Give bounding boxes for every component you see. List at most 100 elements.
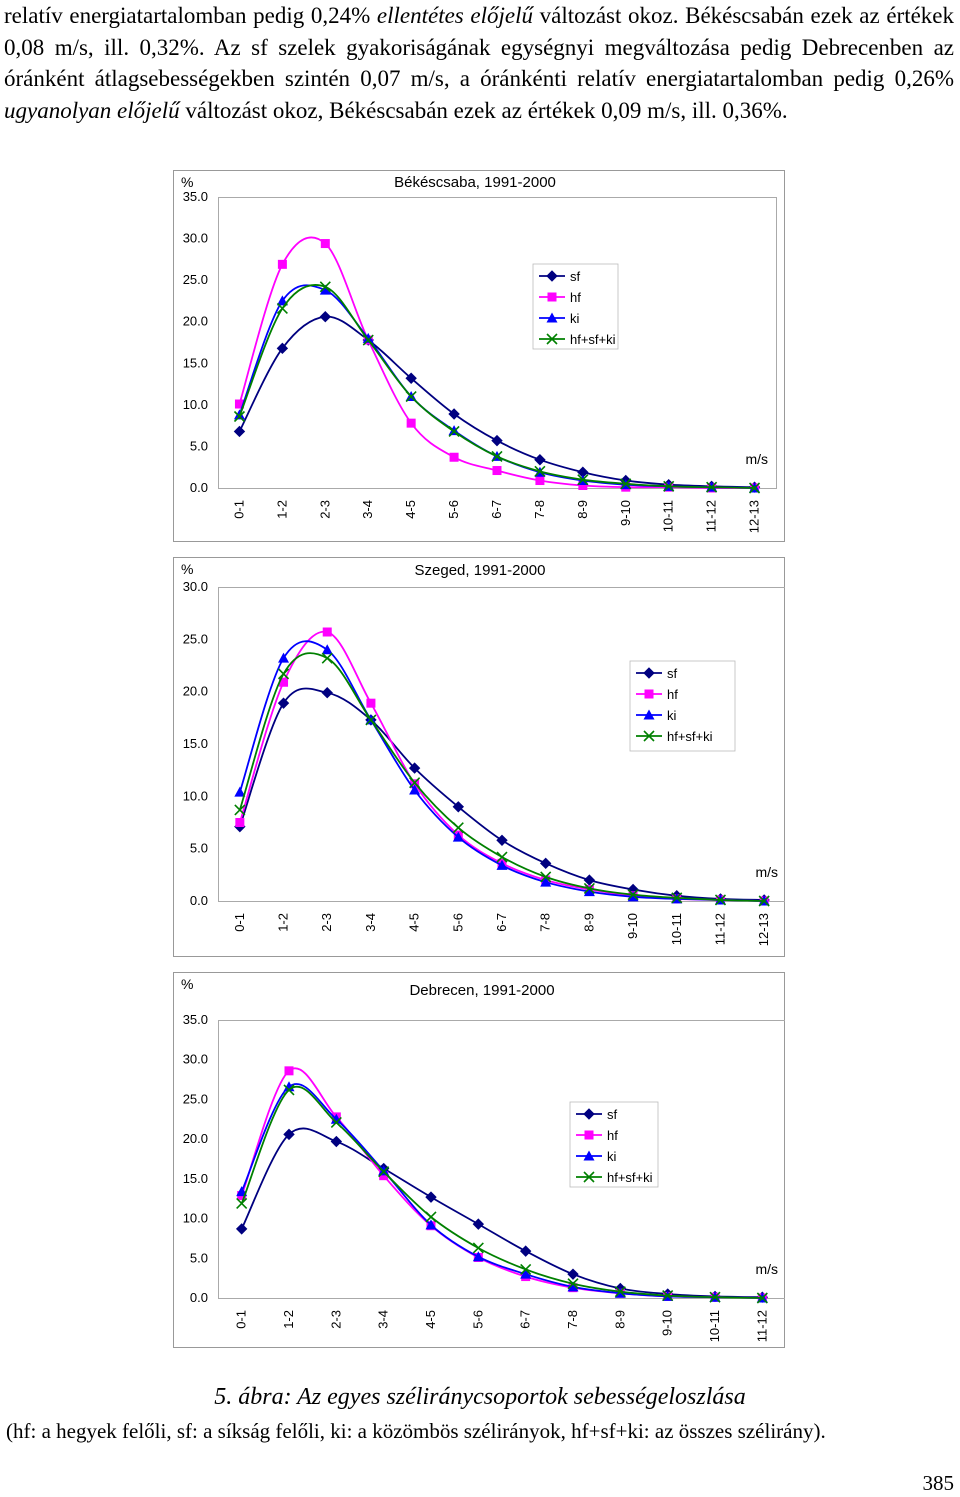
data-point — [452, 822, 464, 834]
data-point — [322, 627, 332, 637]
data-point — [330, 1116, 342, 1129]
x-tick-label: 4-5 — [403, 500, 418, 519]
data-point — [472, 1251, 484, 1262]
paragraph-text-3: változást okoz, Békéscsabán ezek az érté… — [185, 97, 788, 123]
data-point — [534, 465, 546, 477]
legend-label: hf — [667, 687, 678, 702]
figure-note: (hf: a hegyek felőli, sf: a síkság felől… — [6, 1419, 826, 1443]
x-tick-label: 1-2 — [276, 913, 291, 932]
data-point — [234, 786, 246, 797]
x-tick-label: 12-13 — [747, 500, 762, 533]
legend-label: sf — [570, 269, 581, 284]
y-tick-label: 0.0 — [190, 1290, 208, 1305]
y-tick-label: 30.0 — [183, 1052, 208, 1067]
y-axis-label: % — [181, 561, 193, 577]
data-point — [567, 1278, 579, 1290]
data-point — [362, 332, 374, 343]
x-axis-label: m/s — [755, 864, 778, 880]
legend-label: hf+sf+ki — [570, 332, 616, 347]
x-tick-label: 11-12 — [704, 500, 719, 532]
x-tick-label: 9-10 — [625, 913, 640, 939]
y-axis-label: % — [181, 976, 193, 992]
y-tick-label: 0.0 — [190, 480, 208, 495]
x-tick-label: 8-9 — [581, 913, 596, 932]
x-tick-label: 8-9 — [575, 500, 590, 519]
data-point — [425, 1211, 437, 1223]
data-point — [277, 668, 290, 680]
x-tick-label: 4-5 — [407, 913, 422, 932]
data-point — [709, 1291, 721, 1303]
legend-label: ki — [570, 311, 580, 326]
legend: sf hf ki hf+sf+ki — [629, 660, 736, 752]
data-point — [520, 1268, 532, 1279]
chart-title: Szeged, 1991-2000 — [415, 562, 546, 579]
x-tick-label: 2-3 — [328, 1310, 343, 1329]
x-tick-label: 6-7 — [494, 913, 509, 932]
x-tick-label: 5-6 — [470, 1310, 485, 1329]
x-tick-label: 3-4 — [363, 913, 378, 932]
data-point — [756, 1292, 768, 1304]
x-tick-label: 2-3 — [317, 500, 332, 519]
data-point — [748, 482, 761, 494]
y-tick-label: 25.0 — [183, 1091, 208, 1106]
x-axis-label: m/s — [745, 451, 768, 467]
x-tick-label: 10-11 — [661, 500, 676, 532]
data-point — [496, 859, 508, 870]
data-point — [321, 652, 333, 664]
legend-marker — [644, 689, 654, 699]
data-point — [583, 886, 595, 897]
paragraph-text-2: változást okoz. Békéscsabán ezek az érté… — [4, 3, 955, 91]
data-point — [279, 677, 289, 687]
data-point — [583, 882, 595, 895]
chart-title: Debrecen, 1991-2000 — [409, 982, 554, 999]
data-point — [283, 1128, 295, 1141]
x-tick-label: 6-7 — [489, 500, 504, 519]
data-point — [235, 1223, 248, 1235]
chart-debrecen: 0.0 5.0 10.0 15.0 20.0 25.0 30.0 35.0% Debrecen,… — [0, 972, 785, 1352]
x-tick-label: 10-11 — [707, 1310, 722, 1342]
data-point — [362, 334, 374, 346]
x-tick-label: 3-4 — [376, 1310, 391, 1329]
figure-caption: 5. ábra: Az egyes széliránycsoportok seb… — [214, 1384, 746, 1410]
page-number: 385 — [922, 1471, 955, 1495]
data-point — [283, 1084, 295, 1096]
x-tick-label: 7-8 — [532, 500, 547, 519]
legend-label: hf — [570, 290, 581, 305]
y-tick-label: 5.0 — [190, 841, 208, 856]
chart-frame — [173, 170, 785, 542]
data-point — [330, 1113, 342, 1124]
data-point — [320, 239, 330, 249]
legend-marker — [546, 312, 558, 323]
legend-label: ki — [667, 708, 677, 723]
x-tick-label: 2-3 — [319, 913, 334, 932]
data-point — [406, 418, 416, 428]
y-tick-label: 25.0 — [183, 272, 208, 287]
data-point — [706, 481, 718, 493]
data-point — [284, 1066, 294, 1076]
data-point — [534, 454, 546, 466]
x-tick-label: 4-5 — [423, 1310, 438, 1329]
paragraph-emphasis-1: ellentétes előjelű — [376, 3, 533, 28]
series-all — [233, 281, 761, 494]
data-point — [535, 476, 545, 486]
x-tick-label: 7-8 — [538, 913, 553, 932]
data-point — [540, 871, 552, 883]
x-tick-label: 9-10 — [660, 1310, 675, 1336]
data-point — [277, 697, 290, 709]
data-point — [277, 259, 287, 269]
legend-marker — [643, 730, 655, 742]
data-point — [234, 399, 244, 409]
legend-label: sf — [607, 1107, 618, 1122]
legend-label: hf+sf+ki — [607, 1170, 653, 1185]
plot-area — [218, 587, 785, 902]
x-tick-label: 11-12 — [712, 913, 727, 945]
chart-szeged: 0.0 5.0 10.0 15.0 20.0 25.0 30.0% Szeged, 1991-… — [0, 557, 785, 959]
y-tick-label: 10.0 — [183, 788, 208, 803]
data-point — [452, 801, 465, 813]
legend-marker — [547, 292, 557, 302]
chart-svg: 0.0 5.0 10.0 15.0 20.0 25.0 30.0% Szeged, 1991-… — [173, 557, 785, 957]
legend: sf hf ki hf+sf+ki — [532, 263, 619, 350]
series-all — [236, 1084, 768, 1304]
plot-area — [218, 1020, 785, 1299]
data-point — [425, 1191, 437, 1203]
